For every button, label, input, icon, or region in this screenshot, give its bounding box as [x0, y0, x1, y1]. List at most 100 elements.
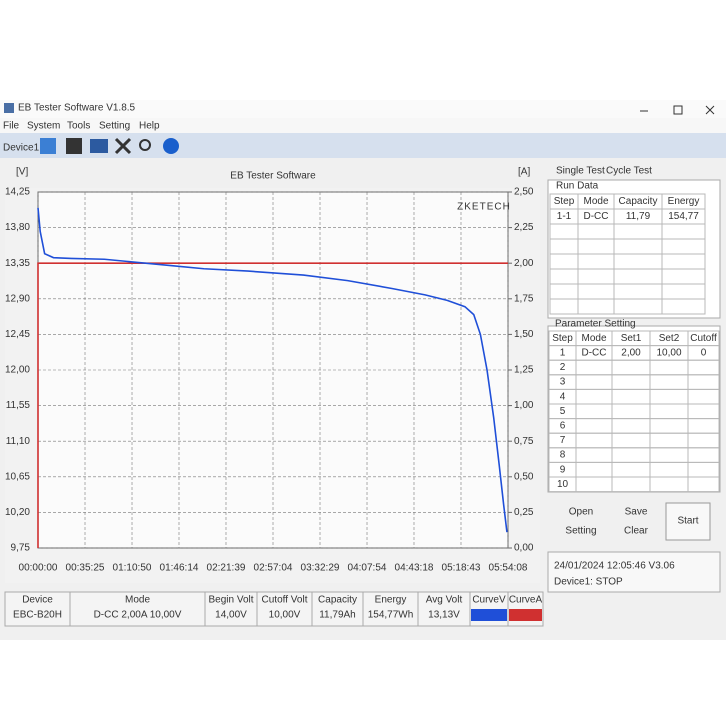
- summary-header: Cutoff Volt: [262, 595, 308, 606]
- x-tick-label: 04:07:54: [348, 563, 387, 574]
- table-cell-text: 7: [560, 435, 566, 446]
- y-tick-label: 10,20: [5, 507, 30, 518]
- table-cell-text: D-CC: [584, 211, 609, 222]
- button[interactable]: Clear: [624, 526, 649, 537]
- table-header: Set2: [659, 333, 680, 344]
- menu-item[interactable]: System: [27, 121, 60, 132]
- menu-item[interactable]: File: [3, 121, 20, 132]
- table-cell-text: 8: [560, 450, 566, 461]
- summary-value: 154,77Wh: [368, 610, 414, 621]
- image-icon[interactable]: [90, 139, 108, 153]
- info-icon[interactable]: [163, 138, 179, 154]
- summary-value: 13,13V: [428, 610, 460, 621]
- summary-header: CurveV: [472, 595, 506, 606]
- x-tick-label: 05:18:43: [442, 563, 481, 574]
- curve-v-swatch: [471, 609, 507, 621]
- x-tick-label: 01:10:50: [113, 563, 152, 574]
- table-header: Cutoff: [690, 333, 717, 344]
- y-tick-label: 13,35: [5, 258, 30, 269]
- series-line: [37, 262, 508, 548]
- x-tick-label: 02:21:39: [207, 563, 246, 574]
- status-datetime: 24/01/2024 12:05:46 V3.06: [554, 561, 675, 572]
- tab[interactable]: Cycle Test: [606, 166, 652, 177]
- y-axis-label: [V]: [16, 167, 28, 178]
- table-cell-text: D-CC: [582, 348, 607, 359]
- toolbar: [0, 133, 726, 158]
- x-tick-label: 03:32:29: [301, 563, 340, 574]
- button[interactable]: Save: [625, 507, 648, 518]
- summary-table: [4, 591, 544, 627]
- table-header: Mode: [581, 333, 606, 344]
- window-title: EB Tester Software V1.8.5: [18, 103, 136, 114]
- summary-value: 11,79Ah: [319, 610, 356, 621]
- table-cell-text: 9: [560, 464, 566, 475]
- menu-item[interactable]: Tools: [67, 121, 90, 132]
- y-tick-label: 12,00: [5, 365, 30, 376]
- y2-tick-label: 0,25: [514, 507, 534, 518]
- parameter-box: [547, 325, 721, 493]
- table-header: Step: [554, 196, 575, 207]
- menu-bar: [0, 118, 726, 133]
- summary-value: EBC-B20H: [13, 610, 62, 621]
- menu-item[interactable]: Setting: [99, 121, 130, 132]
- tools-icon[interactable]: [114, 137, 132, 155]
- y-tick-label: 12,45: [5, 329, 30, 340]
- table-cell-text: 10: [557, 479, 569, 490]
- menu-item[interactable]: Help: [139, 121, 160, 132]
- table-cell-text: 4: [560, 391, 566, 402]
- tab[interactable]: Single Test: [556, 166, 605, 177]
- x-tick-label: 01:46:14: [160, 563, 199, 574]
- table-cell: [687, 476, 720, 493]
- search-icon[interactable]: [139, 139, 151, 151]
- table-cell-text: 1-1: [557, 211, 572, 222]
- title-bar: [0, 100, 726, 118]
- table-cell-text: 1: [560, 348, 566, 359]
- table-cell-text: 2,00: [621, 348, 641, 359]
- table-cell-text: 5: [560, 406, 566, 417]
- y-tick-label: 13,80: [5, 222, 30, 233]
- group-title: Parameter Setting: [555, 319, 636, 330]
- table-cell-text: 154,77: [668, 211, 699, 222]
- start-button-frame: [665, 502, 711, 541]
- x-tick-label: 00:00:00: [19, 563, 58, 574]
- summary-header: CurveA: [509, 595, 543, 606]
- watermark: ZKETECH: [457, 202, 511, 213]
- button[interactable]: Open: [569, 507, 593, 518]
- table-cell-text: 10,00: [656, 348, 681, 359]
- close[interactable]: [705, 105, 715, 115]
- table-header: Energy: [668, 196, 700, 207]
- run-data-box: [547, 179, 721, 319]
- y2-tick-label: 1,25: [514, 365, 534, 376]
- group-title: Run Data: [556, 181, 599, 192]
- y2-tick-label: 0,50: [514, 471, 534, 482]
- button[interactable]: Start: [677, 516, 698, 527]
- maximize[interactable]: [673, 105, 683, 115]
- status-box: [547, 551, 721, 593]
- table-header: Capacity: [619, 196, 658, 207]
- table-header: Set1: [621, 333, 642, 344]
- table-cell-text: 6: [560, 421, 566, 432]
- summary-header: Avg Volt: [426, 595, 463, 606]
- y2-tick-label: 2,25: [514, 222, 534, 233]
- series-line: [37, 207, 508, 533]
- table-cell-text: 11,79: [626, 211, 651, 222]
- y-tick-label: 11,10: [6, 436, 31, 447]
- x-tick-label: 04:43:18: [395, 563, 434, 574]
- y-tick-label: 14,25: [5, 187, 30, 198]
- y-tick-label: 10,65: [5, 471, 30, 482]
- button[interactable]: Setting: [565, 526, 596, 537]
- y2-tick-label: 0,75: [514, 436, 534, 447]
- table-cell: [661, 298, 706, 315]
- table-cell-text: 2: [560, 362, 566, 373]
- status-device: Device1: STOP: [554, 577, 623, 588]
- y2-tick-label: 1,75: [514, 293, 534, 304]
- y2-tick-label: 2,00: [514, 258, 534, 269]
- device-tab[interactable]: Device1: [3, 143, 40, 154]
- summary-value: 14,00V: [215, 610, 247, 621]
- x-tick-label: 02:57:04: [254, 563, 293, 574]
- save-icon[interactable]: [66, 138, 82, 154]
- open-icon[interactable]: [40, 138, 56, 154]
- summary-header: Device: [22, 595, 53, 606]
- summary-value: 10,00V: [269, 610, 301, 621]
